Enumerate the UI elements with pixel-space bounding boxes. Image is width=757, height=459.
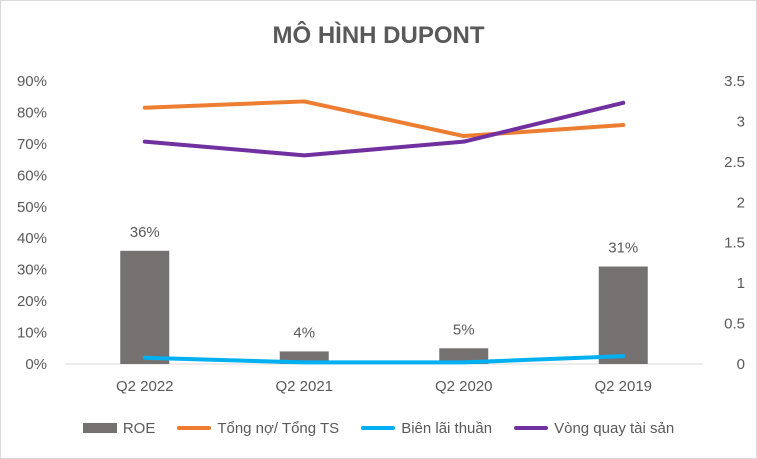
right-axis-tick-label: 2 [737,194,745,211]
left-axis-tick-label: 80% [17,104,47,121]
legend-swatch [177,426,212,430]
x-axis-tick-label: Q2 2020 [435,378,493,395]
left-axis-tick-label: 40% [17,230,47,247]
debt-ratio-line [142,99,626,139]
legend-label: ROE [122,419,156,437]
asset-turnover-line [142,100,626,158]
right-axis-tick-label: 2.5 [724,154,745,171]
x-axis-tick-label: Q2 2019 [594,378,652,395]
legend-label: Vòng quay tài sản [554,419,675,437]
legend-item: Biên lãi thuần [361,420,492,437]
roe-data-label: 36% [130,224,160,241]
legend-swatch [361,426,396,430]
chart-title: MÔ HÌNH DUPONT [272,22,485,49]
left-axis-tick-label: 10% [17,325,47,342]
roe-bar [598,266,648,364]
legend-item: ROE [82,419,156,437]
legend-label: Tổng nợ/ Tổng TS [217,419,340,437]
left-axis-tick-label: 90% [17,73,47,90]
net-margin-line [142,354,626,365]
roe-data-label: 5% [453,321,475,338]
legend-item: Tổng nợ/ Tổng TS [177,420,339,437]
left-axis-tick-label: 0% [25,356,47,373]
left-axis-tick-label: 70% [17,136,47,153]
legend-item: Vòng quay tài sản [514,420,674,437]
roe-data-label: 4% [293,324,315,341]
right-axis-tick-label: 0.5 [724,316,745,333]
left-axis-tick-label: 20% [17,293,47,310]
left-axis-tick-label: 30% [17,262,47,279]
right-axis-tick-label: 0 [737,356,745,373]
legend-swatch [82,423,117,433]
left-axis-tick-label: 60% [17,167,47,184]
left-axis-tick-label: 50% [17,199,47,216]
chart-legend: ROE Tổng nợ/ Tổng TS Biên lãi thuần Vòng qu… [0,416,757,440]
legend-swatch [514,426,549,430]
x-axis-tick-label: Q2 2022 [116,378,174,395]
x-axis-tick-label: Q2 2021 [275,378,333,395]
right-axis-tick-label: 1 [737,275,745,292]
right-axis-tick-label: 1.5 [724,235,745,252]
right-axis-tick-label: 3.5 [724,73,745,90]
roe-data-label: 31% [608,240,638,257]
roe-bar [120,250,170,364]
legend-label: Biên lãi thuần [401,419,493,437]
right-axis-tick-label: 3 [737,113,745,130]
